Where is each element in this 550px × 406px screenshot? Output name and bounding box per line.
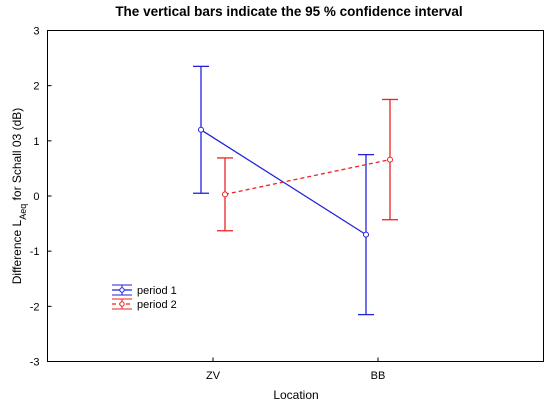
data-point (387, 156, 393, 163)
legend-label: period 1 (137, 285, 177, 297)
chart-title: The vertical bars indicate the 95 % conf… (115, 4, 462, 19)
y-tick-label: 2 (33, 81, 39, 93)
legend-item-2: period 2 (112, 298, 177, 311)
y-axis: 3 2 1 0 -1 -2 -3 (30, 26, 52, 369)
y-axis-label-suffix: for Schall 03 (dB) (10, 108, 24, 204)
legend: period 1 period 2 (112, 284, 177, 311)
y-tick-label: -2 (30, 301, 40, 313)
x-axis-label: Location (273, 388, 318, 402)
legend-item-1: period 1 (112, 284, 177, 297)
data-point (363, 231, 369, 238)
legend-marker (119, 301, 125, 307)
x-tick-label: ZV (206, 370, 221, 382)
legend-marker (119, 287, 125, 293)
y-tick-label: 0 (33, 191, 39, 203)
y-tick-label: -1 (30, 246, 40, 258)
x-axis: ZV BB (206, 357, 386, 382)
y-tick-label: -3 (30, 357, 40, 369)
series-2 (217, 98, 398, 232)
data-point (222, 191, 228, 198)
y-axis-label: Difference LAeq for Schall 03 (dB) (10, 108, 28, 285)
y-axis-label-subscript: Aeq (18, 204, 28, 220)
y-tick-label: 3 (33, 26, 39, 38)
data-point (198, 126, 204, 133)
y-tick-label: 1 (33, 136, 39, 148)
x-tick-label: BB (371, 370, 386, 382)
series-group (193, 65, 398, 316)
y-axis-label-main: Difference L (10, 219, 24, 284)
series-line (224, 158, 391, 195)
legend-label: period 2 (137, 299, 177, 311)
plot-area (47, 30, 544, 362)
